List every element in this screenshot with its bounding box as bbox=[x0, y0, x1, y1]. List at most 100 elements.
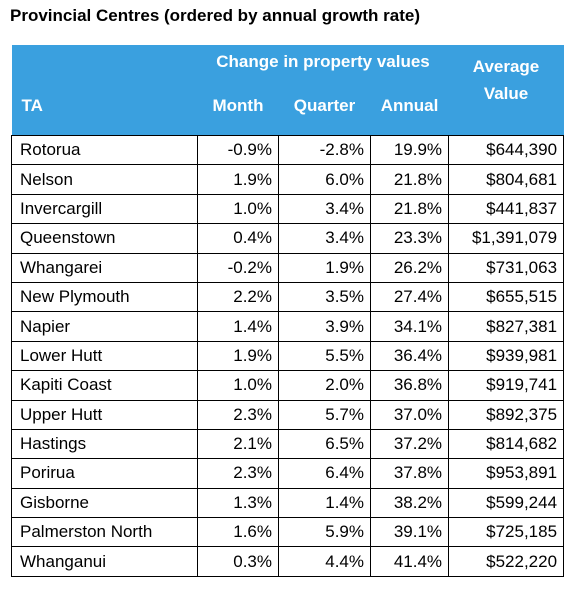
cell-month: 0.3% bbox=[197, 546, 279, 577]
cell-annual: 39.1% bbox=[369, 517, 450, 548]
cell-ta: Kapiti Coast bbox=[11, 370, 198, 401]
table-row: Gisborne 1.3% 1.4% 38.2% $599,244 bbox=[11, 487, 565, 519]
cell-annual: 36.8% bbox=[369, 370, 450, 401]
cell-ta: Palmerston North bbox=[11, 517, 198, 548]
cell-ta: New Plymouth bbox=[11, 281, 198, 313]
cell-month: 2.2% bbox=[197, 281, 279, 313]
cell-quarter: -2.8% bbox=[278, 134, 371, 166]
header-annual: Annual bbox=[370, 77, 449, 136]
table-row: Queenstown 0.4% 3.4% 23.3% $1,391,079 bbox=[11, 223, 565, 254]
cell-quarter: 2.0% bbox=[278, 370, 371, 401]
cell-average-value: $522,220 bbox=[448, 546, 565, 577]
cell-annual: 26.2% bbox=[369, 252, 450, 283]
property-values-table-wrapper: Change in property values Average Value … bbox=[11, 45, 565, 577]
cell-annual: 23.3% bbox=[369, 223, 450, 254]
cell-annual: 36.4% bbox=[369, 340, 450, 372]
header-quarter: Quarter bbox=[278, 77, 371, 136]
cell-annual: 37.8% bbox=[369, 458, 450, 489]
table-body: Rotorua -0.9% -2.8% 19.9% $644,390 Nelson 1.9%… bbox=[11, 134, 565, 577]
cell-ta: Whanganui bbox=[11, 546, 198, 577]
cell-annual: 34.1% bbox=[369, 311, 450, 342]
header-average-line1: Average bbox=[472, 57, 540, 76]
cell-ta: Queenstown bbox=[11, 223, 198, 254]
table-row: Whangarei -0.2% 1.9% 26.2% $731,063 bbox=[11, 252, 565, 283]
table-header: Change in property values Average Value … bbox=[11, 45, 564, 136]
cell-annual: 27.4% bbox=[369, 281, 450, 313]
header-change-group: Change in property values bbox=[197, 45, 449, 77]
header-blank-cell bbox=[11, 45, 198, 77]
table-row: Rotorua -0.9% -2.8% 19.9% $644,390 bbox=[11, 134, 565, 166]
cell-annual: 41.4% bbox=[369, 546, 450, 577]
table-row: Porirua 2.3% 6.4% 37.8% $953,891 bbox=[11, 458, 565, 489]
cell-quarter: 3.9% bbox=[278, 311, 371, 342]
cell-month: 1.6% bbox=[197, 517, 279, 548]
cell-average-value: $953,891 bbox=[448, 458, 565, 489]
cell-ta: Lower Hutt bbox=[11, 340, 198, 372]
cell-month: 1.0% bbox=[197, 193, 279, 225]
cell-ta: Upper Hutt bbox=[11, 399, 198, 430]
cell-quarter: 5.7% bbox=[278, 399, 371, 430]
table-row: Upper Hutt 2.3% 5.7% 37.0% $892,375 bbox=[11, 399, 565, 430]
cell-average-value: $814,682 bbox=[448, 428, 565, 460]
cell-quarter: 3.4% bbox=[278, 193, 371, 225]
cell-month: 1.3% bbox=[197, 487, 279, 519]
table-row: Invercargill 1.0% 3.4% 21.8% $441,837 bbox=[11, 193, 565, 225]
cell-average-value: $599,244 bbox=[448, 487, 565, 519]
table-row: Whanganui 0.3% 4.4% 41.4% $522,220 bbox=[11, 546, 565, 577]
table-row: New Plymouth 2.2% 3.5% 27.4% $655,515 bbox=[11, 281, 565, 313]
cell-month: 1.9% bbox=[197, 340, 279, 372]
cell-month: 1.0% bbox=[197, 370, 279, 401]
table-row: Kapiti Coast 1.0% 2.0% 36.8% $919,741 bbox=[11, 370, 565, 401]
cell-ta: Whangarei bbox=[11, 252, 198, 283]
cell-quarter: 6.4% bbox=[278, 458, 371, 489]
cell-quarter: 3.4% bbox=[278, 223, 371, 254]
cell-quarter: 4.4% bbox=[278, 546, 371, 577]
cell-average-value: $731,063 bbox=[448, 252, 565, 283]
cell-ta: Nelson bbox=[11, 164, 198, 195]
cell-average-value: $939,981 bbox=[448, 340, 565, 372]
cell-month: 0.4% bbox=[197, 223, 279, 254]
cell-quarter: 1.4% bbox=[278, 487, 371, 519]
cell-month: 2.1% bbox=[197, 428, 279, 460]
cell-average-value: $892,375 bbox=[448, 399, 565, 430]
cell-ta: Rotorua bbox=[11, 134, 198, 166]
cell-annual: 38.2% bbox=[369, 487, 450, 519]
cell-annual: 19.9% bbox=[369, 134, 450, 166]
table-row: Nelson 1.9% 6.0% 21.8% $804,681 bbox=[11, 164, 565, 195]
cell-quarter: 1.9% bbox=[278, 252, 371, 283]
cell-month: -0.2% bbox=[197, 252, 279, 283]
cell-average-value: $919,741 bbox=[448, 370, 565, 401]
cell-ta: Gisborne bbox=[11, 487, 198, 519]
cell-average-value: $1,391,079 bbox=[448, 223, 565, 254]
cell-month: 2.3% bbox=[197, 399, 279, 430]
cell-average-value: $804,681 bbox=[448, 164, 565, 195]
cell-average-value: $441,837 bbox=[448, 193, 565, 225]
header-ta: TA bbox=[11, 77, 198, 136]
table-row: Lower Hutt 1.9% 5.5% 36.4% $939,981 bbox=[11, 340, 565, 372]
cell-annual: 21.8% bbox=[369, 193, 450, 225]
header-average-line2: Value bbox=[483, 84, 529, 103]
cell-quarter: 6.5% bbox=[278, 428, 371, 460]
table-row: Hastings 2.1% 6.5% 37.2% $814,682 bbox=[11, 428, 565, 460]
cell-annual: 37.2% bbox=[369, 428, 450, 460]
cell-ta: Hastings bbox=[11, 428, 198, 460]
cell-month: 2.3% bbox=[197, 458, 279, 489]
cell-annual: 21.8% bbox=[369, 164, 450, 195]
cell-ta: Invercargill bbox=[11, 193, 198, 225]
cell-quarter: 5.5% bbox=[278, 340, 371, 372]
cell-month: -0.9% bbox=[197, 134, 279, 166]
page-title: Provincial Centres (ordered by annual gr… bbox=[10, 6, 420, 25]
cell-ta: Napier bbox=[11, 311, 198, 342]
cell-month: 1.9% bbox=[197, 164, 279, 195]
cell-ta: Porirua bbox=[11, 458, 198, 489]
cell-average-value: $655,515 bbox=[448, 281, 565, 313]
property-values-table: Change in property values Average Value … bbox=[11, 45, 565, 577]
cell-quarter: 3.5% bbox=[278, 281, 371, 313]
cell-average-value: $644,390 bbox=[448, 134, 565, 166]
cell-quarter: 5.9% bbox=[278, 517, 371, 548]
header-average-value: Average Value bbox=[448, 45, 564, 136]
cell-average-value: $827,381 bbox=[448, 311, 565, 342]
cell-quarter: 6.0% bbox=[278, 164, 371, 195]
table-row: Palmerston North 1.6% 5.9% 39.1% $725,185 bbox=[11, 517, 565, 548]
cell-average-value: $725,185 bbox=[448, 517, 565, 548]
